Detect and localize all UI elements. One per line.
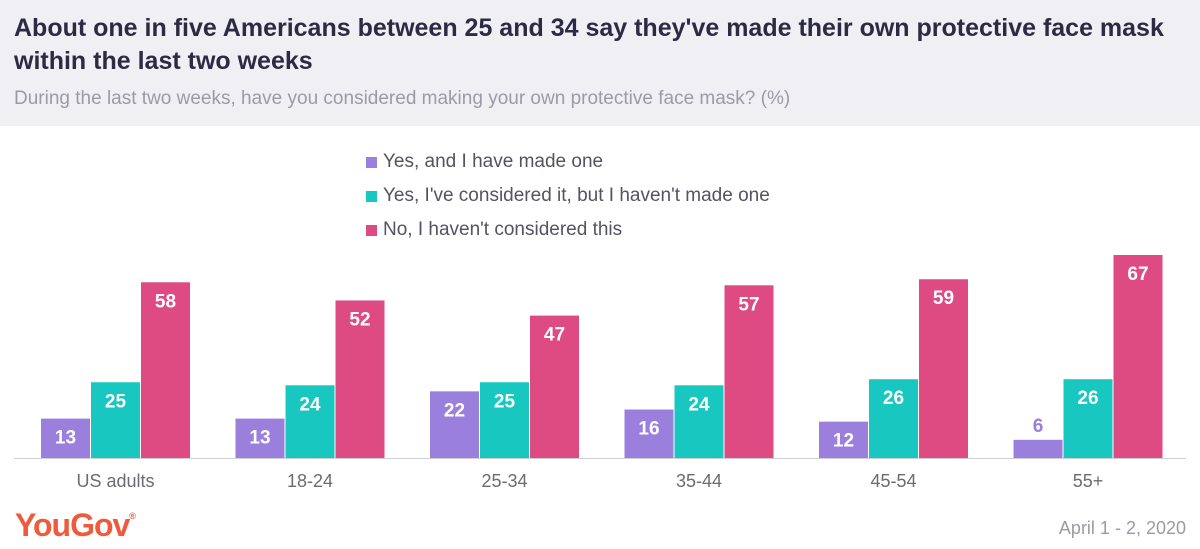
legend-item-not-considered: No, I haven't considered this (366, 213, 770, 247)
data-label-made-3: 16 (638, 419, 659, 440)
category-label-2: 25-34 (481, 471, 527, 491)
data-label-considered-3: 24 (688, 394, 710, 415)
bar-not-considered-2 (530, 315, 579, 458)
bar-made-4 (819, 421, 868, 458)
category-label-5: 55+ (1073, 471, 1104, 491)
data-label-made-0: 13 (55, 428, 76, 449)
data-label-not-considered-3: 57 (738, 294, 759, 315)
data-label-not-considered-4: 59 (933, 288, 954, 309)
chart-subtitle: During the last two weeks, have you cons… (14, 88, 791, 109)
survey-date: April 1 - 2, 2020 (1058, 518, 1186, 538)
data-label-made-5: 6 (1033, 416, 1044, 437)
data-label-made-2: 22 (444, 400, 465, 421)
bar-made-0 (41, 418, 90, 458)
yougov-logo-text: YouGov (15, 507, 130, 543)
category-label-3: 35-44 (676, 471, 722, 491)
bar-not-considered-5 (1113, 255, 1163, 458)
bar-not-considered-0 (141, 282, 190, 458)
legend-label-not-considered: No, I haven't considered this (383, 219, 623, 240)
registered-mark: ® (129, 511, 136, 521)
bar-made-5 (1013, 439, 1063, 458)
data-label-not-considered-1: 52 (349, 309, 370, 330)
legend-swatch-considered (366, 190, 377, 202)
bar-made-3 (624, 409, 674, 458)
data-label-considered-5: 26 (1077, 388, 1098, 409)
category-label-4: 45-54 (870, 471, 916, 491)
yougov-logo: YouGov® (15, 507, 136, 544)
legend-label-made: Yes, and I have made one (383, 151, 604, 172)
data-label-made-4: 12 (833, 431, 854, 452)
chart-title: About one in five Americans between 25 a… (14, 14, 1164, 75)
bar-not-considered-1 (335, 300, 385, 458)
legend-swatch-not-considered (366, 224, 377, 236)
data-label-considered-2: 25 (494, 391, 516, 412)
legend-item-made: Yes, and I have made one (366, 145, 770, 179)
legend-item-considered: Yes, I've considered it, but I haven't m… (366, 179, 770, 213)
bar-considered-0 (91, 382, 140, 458)
bar-considered-5 (1063, 379, 1113, 458)
data-label-not-considered-5: 67 (1127, 264, 1148, 285)
bar-made-1 (235, 418, 285, 458)
legend-swatch-made (366, 156, 377, 168)
header-band (0, 0, 1200, 126)
data-label-made-1: 13 (249, 428, 270, 449)
category-label-0: US adults (76, 471, 154, 491)
data-label-considered-0: 25 (105, 391, 127, 412)
data-label-not-considered-0: 58 (155, 291, 176, 312)
bar-not-considered-4 (919, 279, 968, 458)
bar-considered-1 (285, 385, 335, 458)
data-label-considered-4: 26 (883, 388, 904, 409)
bar-considered-2 (480, 382, 529, 458)
legend-label-considered: Yes, I've considered it, but I haven't m… (383, 185, 770, 206)
bar-made-2 (430, 391, 479, 458)
bar-considered-4 (869, 379, 918, 458)
legend: Yes, and I have made one Yes, I've consi… (366, 145, 770, 247)
data-label-not-considered-2: 47 (544, 325, 565, 346)
category-label-1: 18-24 (287, 471, 333, 491)
bar-not-considered-3 (724, 285, 774, 458)
bar-considered-3 (674, 385, 724, 458)
data-label-considered-1: 24 (299, 394, 321, 415)
